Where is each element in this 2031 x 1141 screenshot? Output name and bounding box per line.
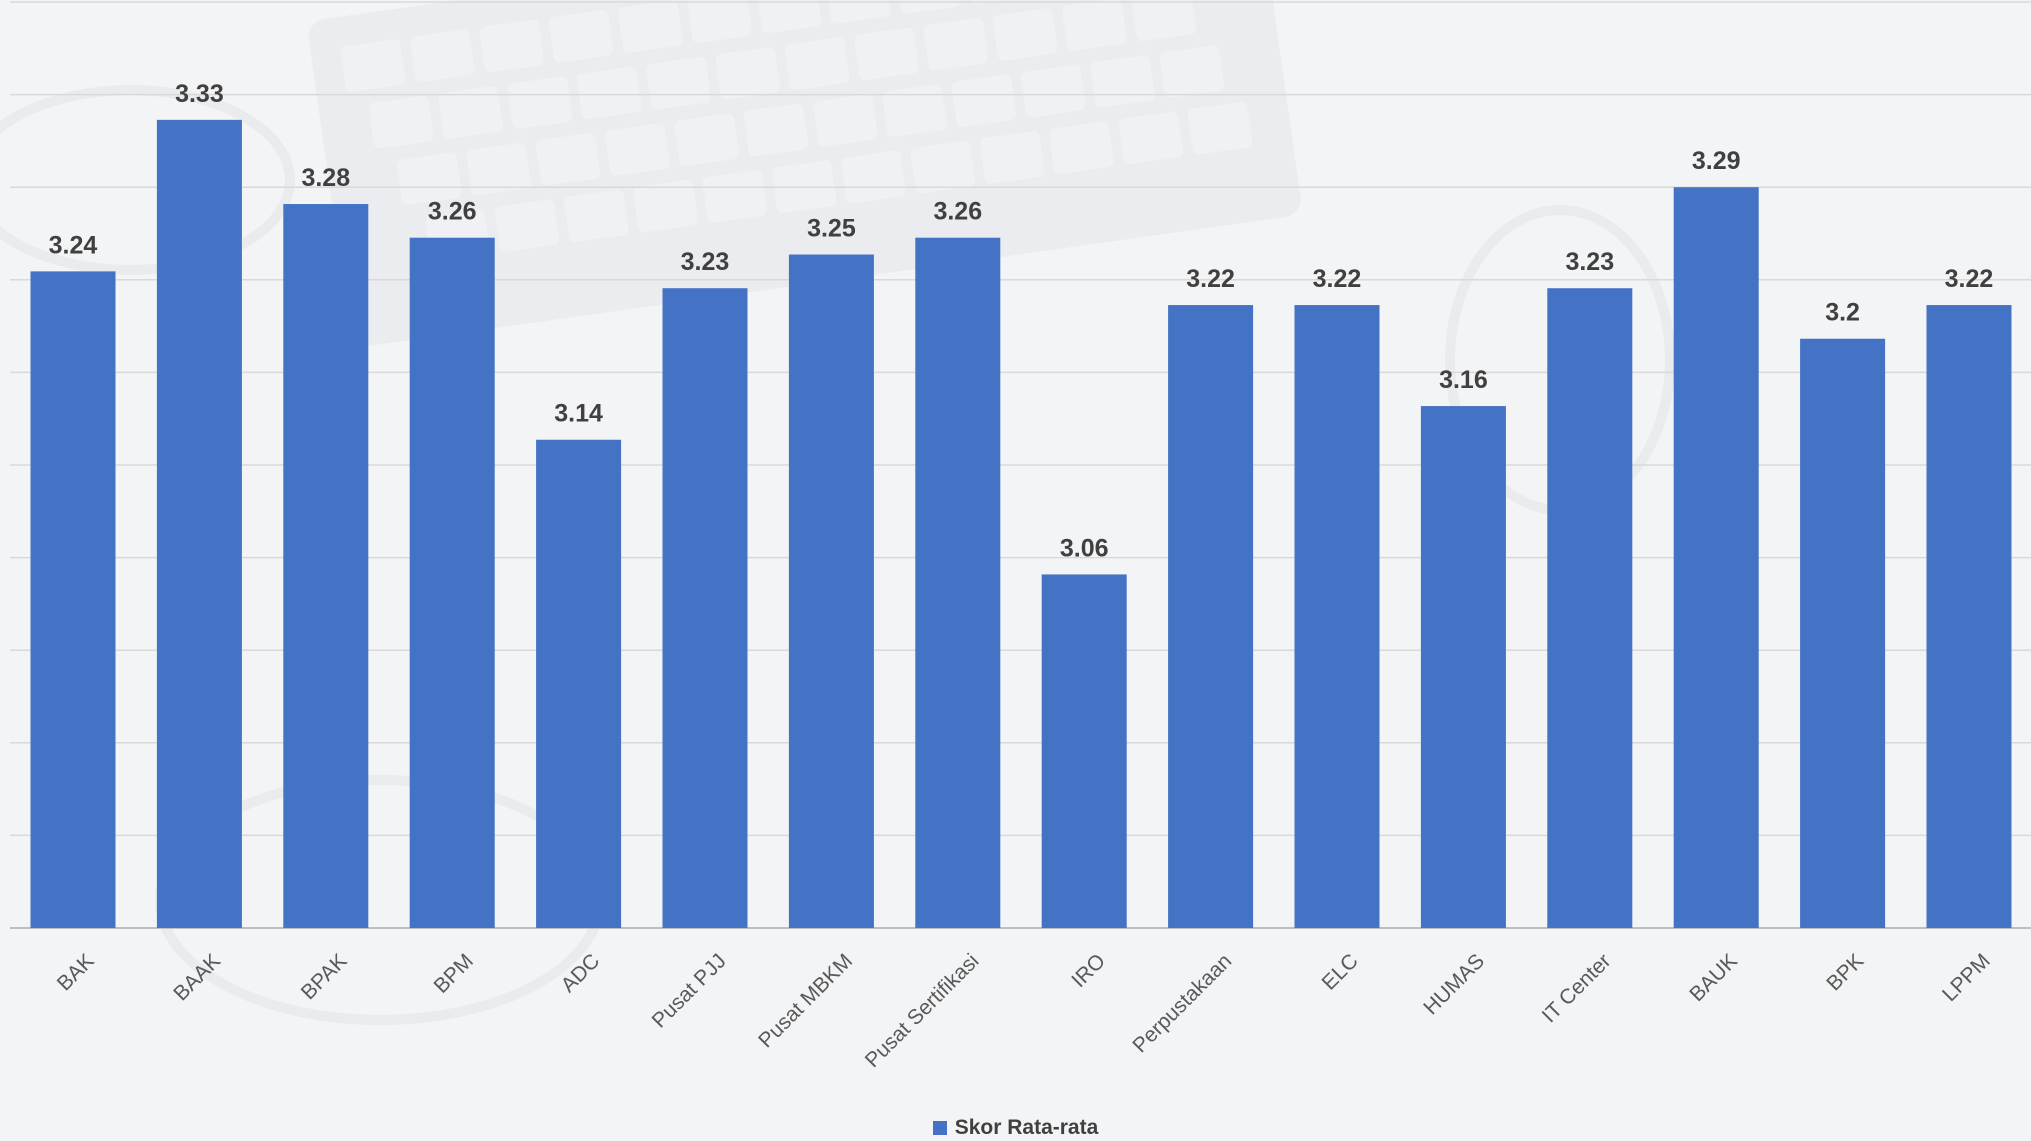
category-label: BPK: [1822, 949, 1868, 995]
bar-value-label: 3.24: [49, 231, 98, 259]
category-label: Pusat MBKM: [754, 949, 857, 1052]
bar: [915, 237, 1001, 928]
bar: [409, 237, 495, 928]
bar: [662, 288, 748, 929]
legend: Skor Rata-rata: [0, 1116, 2031, 1140]
bar-value-label: 3.26: [428, 198, 477, 226]
bar-value-label: 3.2: [1825, 299, 1860, 327]
bar-value-label: 3.25: [807, 215, 856, 243]
category-label: BAK: [53, 949, 99, 995]
category-labels: BAK BAAK BPAK BPM ADC Pusat PJJ Pusat MBKM Pusa…: [53, 949, 1995, 1072]
category-label: IT Center: [1538, 949, 1616, 1027]
bar: [1294, 305, 1380, 928]
bars: [30, 119, 2012, 929]
bar-value-label: 3.22: [1945, 265, 1994, 293]
bar-value-label: 3.33: [175, 80, 224, 108]
category-label: LPPM: [1938, 949, 1995, 1006]
bar-value-label: 3.29: [1692, 147, 1741, 175]
bar-value-label: 3.22: [1313, 265, 1362, 293]
bar: [1673, 187, 1759, 928]
category-label: BAAK: [169, 949, 225, 1005]
bar: [536, 439, 622, 928]
bar: [30, 271, 116, 928]
bar: [1547, 288, 1633, 929]
bar-value-label: 3.28: [301, 164, 350, 192]
legend-label: Skor Rata-rata: [954, 1116, 1099, 1139]
bar: [1168, 305, 1254, 928]
bar-value-label: 3.22: [1186, 265, 1235, 293]
category-label: HUMAS: [1419, 949, 1489, 1019]
category-label: BAUK: [1685, 949, 1742, 1006]
category-label: ELC: [1318, 949, 1363, 994]
category-label: IRO: [1067, 949, 1110, 992]
bar-value-label: 3.14: [554, 400, 603, 428]
bar: [1800, 338, 1886, 928]
category-label: ADC: [557, 949, 605, 997]
category-label: BPM: [429, 949, 477, 997]
bar-value-label: 3.23: [681, 248, 730, 276]
bar-value-label: 3.26: [933, 198, 982, 226]
legend-swatch: [932, 1121, 947, 1135]
bar-value-label: 3.23: [1565, 248, 1614, 276]
bar-value-label: 3.16: [1439, 366, 1488, 394]
bar: [283, 204, 369, 928]
bar: [1420, 406, 1506, 928]
bar-value-label: 3.06: [1060, 534, 1109, 562]
category-label: Pusat PJJ: [648, 949, 731, 1032]
category-label: Perpustakaan: [1128, 949, 1236, 1057]
data-labels: 3.24 3.33 3.28 3.26 3.14 3.23 3.25 3.26 3.06 3.22…: [49, 80, 1994, 563]
bar: [1041, 574, 1127, 928]
bar: [156, 119, 242, 928]
category-label: BPAK: [297, 949, 352, 1004]
bar: [1926, 305, 2012, 928]
category-label: Pusat Sertifikasi: [861, 949, 984, 1072]
bar: [788, 254, 874, 928]
